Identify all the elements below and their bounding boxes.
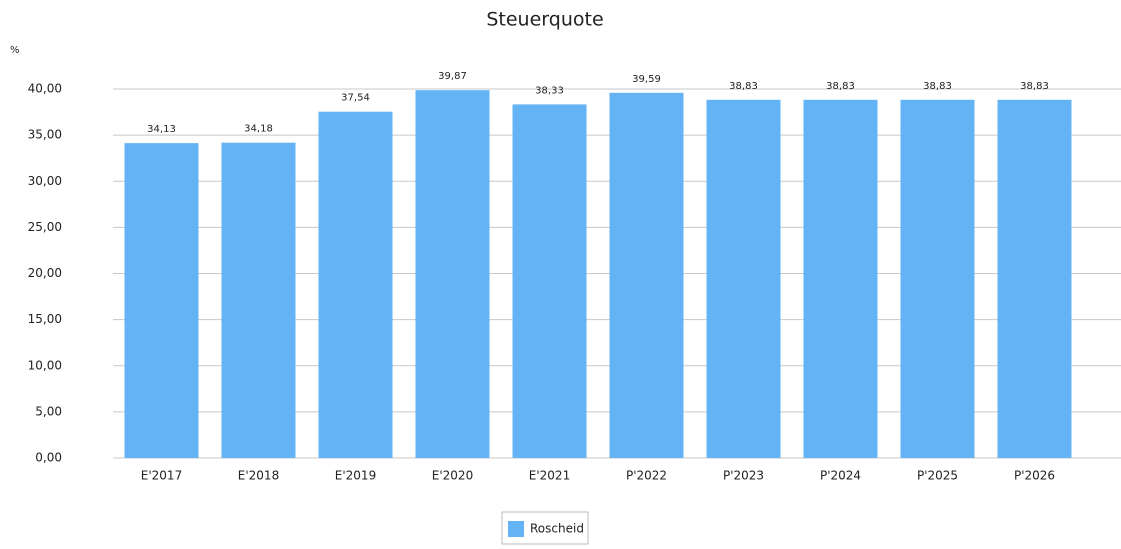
legend-label: Roscheid [530,522,584,536]
y-tick-label: 40,00 [28,82,62,96]
y-tick-label: 0,00 [35,451,62,465]
y-tick-label: 30,00 [28,174,62,188]
value-label: 34,18 [244,124,273,135]
bar [318,111,393,459]
x-tick-label: P'2024 [820,469,861,483]
y-tick-label: 35,00 [28,128,62,142]
value-label: 38,83 [826,81,855,92]
y-tick-label: 15,00 [28,312,62,326]
x-tick-label: P'2025 [917,469,958,483]
x-tick-label: P'2022 [626,469,667,483]
value-label: 38,83 [729,81,758,92]
value-label: 39,59 [632,74,661,85]
y-tick-label: 5,00 [35,404,62,418]
x-tick-label: E'2017 [141,469,182,483]
bar [900,99,975,459]
x-tick-label: E'2021 [529,469,570,483]
bar [512,104,587,458]
bar [609,92,684,458]
y-tick-label: 10,00 [28,358,62,372]
x-tick-label: E'2019 [335,469,376,483]
bar [221,142,296,458]
bar [997,99,1072,459]
value-label: 37,54 [341,93,370,104]
value-label: 38,83 [1020,81,1049,92]
bar [706,99,781,459]
bar [415,90,490,458]
value-label: 38,33 [535,85,564,96]
bar [803,99,878,459]
x-tick-label: P'2026 [1014,469,1055,483]
x-tick-label: P'2023 [723,469,764,483]
legend-swatch [508,521,524,537]
y-axis-label: % [10,45,20,56]
x-tick-label: E'2020 [432,469,473,483]
y-tick-label: 20,00 [28,266,62,280]
x-tick-label: E'2018 [238,469,279,483]
y-tick-label: 25,00 [28,220,62,234]
value-label: 39,87 [438,71,467,82]
bar [124,143,199,458]
value-label: 38,83 [923,81,952,92]
value-label: 34,13 [147,124,176,135]
chart-title: Steuerquote [486,9,603,31]
